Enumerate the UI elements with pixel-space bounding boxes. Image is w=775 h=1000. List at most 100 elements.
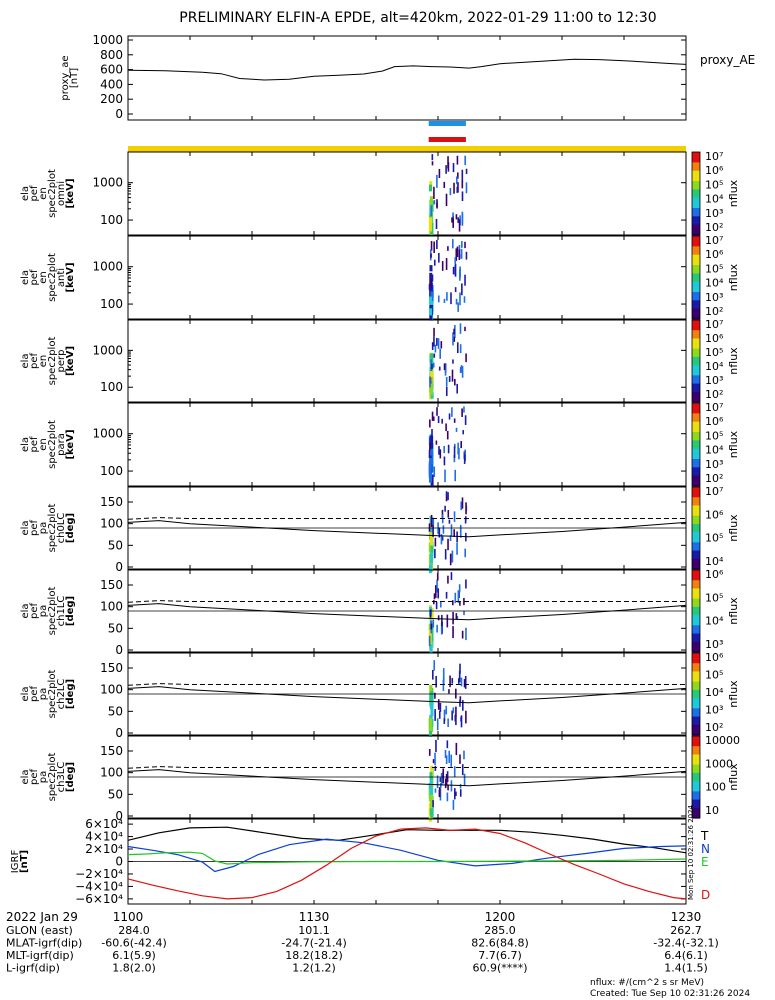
y-tick-label: 600	[100, 63, 123, 77]
flux-cell	[439, 788, 442, 801]
y-axis-label: pef	[29, 353, 40, 370]
colorbar-band	[692, 592, 700, 596]
colorbar-band	[692, 649, 700, 653]
colorbar-band	[692, 552, 700, 556]
y-axis-label: proxy_ae	[60, 55, 71, 100]
flux-cell	[463, 454, 466, 464]
flux-cell	[460, 715, 463, 728]
colorbar-band	[692, 764, 700, 768]
colorbar-band	[692, 521, 700, 525]
colorbar-band	[692, 608, 700, 612]
flux-cell	[458, 245, 461, 254]
flux-cell	[441, 536, 444, 541]
colorbar-band	[692, 805, 700, 809]
flux-cell	[465, 182, 468, 194]
flux-cell	[459, 269, 461, 281]
flux-cell	[445, 773, 448, 786]
colorbar-band	[692, 667, 700, 670]
flux-cell	[436, 199, 438, 208]
flux-cell	[447, 510, 450, 518]
flux-cell	[441, 418, 443, 424]
colorbar-band	[692, 312, 700, 316]
colorbar-band	[692, 271, 700, 274]
colorbar-band	[692, 596, 700, 600]
colorbar-band	[692, 363, 700, 366]
flux-cell	[430, 460, 432, 469]
flux-cell	[455, 427, 458, 432]
colorbar-band	[692, 584, 700, 587]
y-axis-label: [deg]	[65, 679, 76, 709]
colorbar-band	[692, 643, 700, 647]
flux-cell	[461, 630, 464, 639]
flux-cell	[434, 765, 437, 771]
y-tick-label: 1000	[92, 260, 123, 274]
colorbar-tick-label: 10⁴	[705, 615, 724, 628]
colorbar-band	[692, 673, 700, 677]
flux-cell	[462, 700, 464, 711]
y-axis-label: pa	[38, 522, 49, 534]
flux-cell	[456, 615, 459, 621]
colorbar-band	[692, 546, 700, 550]
colorbar-band	[692, 294, 700, 297]
flux-cell	[461, 211, 464, 225]
flux-cell	[429, 685, 433, 692]
colorbar-band	[692, 515, 700, 519]
colorbar-tick-label: 10⁶	[705, 248, 724, 261]
side-stamp: Mon Sep 10 02:31:26 2024	[687, 804, 695, 900]
y-axis-label: ch2LC	[56, 679, 67, 710]
colorbar-band	[692, 158, 700, 161]
colorbar-band	[692, 208, 700, 211]
flux-cell	[452, 266, 455, 275]
colorbar-tick-label: 10⁶	[705, 332, 724, 345]
y-axis-label: [keV]	[65, 346, 76, 376]
colorbar-band	[692, 174, 700, 178]
y-axis-label: spec2plot	[47, 753, 58, 802]
flux-cell	[431, 363, 433, 370]
colorbar-band	[692, 685, 700, 689]
colorbar-label: nflux	[727, 763, 740, 791]
colorbar-band	[692, 677, 700, 681]
y-axis-label: pa	[38, 771, 49, 783]
flux-cell	[463, 406, 465, 413]
flux-cell	[454, 263, 457, 277]
colorbar-band	[692, 536, 700, 539]
colorbar-band	[692, 572, 700, 575]
colorbar-band	[692, 517, 700, 521]
colorbar-band	[692, 479, 700, 483]
colorbar-band	[692, 356, 700, 360]
flux-cell	[438, 710, 441, 719]
flux-cell	[435, 675, 437, 688]
flux-cell	[444, 749, 447, 759]
flux-cell	[446, 740, 449, 749]
colorbar-band	[692, 162, 700, 166]
colorbar-band	[692, 423, 700, 427]
y-tick-label: 0	[115, 726, 123, 740]
panel-frame	[127, 402, 687, 487]
colorbar-band	[692, 803, 700, 807]
colorbar-tick-label: 10⁵	[705, 591, 723, 604]
colorbar-band	[692, 710, 700, 714]
y-tick-label: 200	[100, 92, 123, 106]
units-note: nflux: #/(cm^2 s sr MeV)	[590, 978, 704, 988]
colorbar-tick-label: 10⁵	[705, 669, 723, 682]
flux-cell	[433, 600, 435, 605]
flux-cell	[442, 668, 445, 681]
colorbar-band	[692, 661, 700, 664]
colorbar-band	[692, 399, 700, 403]
ephemeris-value: 262.7	[670, 924, 702, 937]
flux-cell	[436, 573, 439, 581]
flux-cell	[428, 217, 432, 232]
flux-cell	[457, 217, 459, 224]
colorbar-frame	[691, 735, 701, 819]
colorbar-band	[692, 395, 700, 399]
y-axis-label: IGRF	[10, 850, 21, 874]
flux-cell	[459, 524, 462, 538]
colorbar-band	[692, 793, 700, 797]
colorbar-band	[692, 681, 700, 685]
flux-cell	[429, 199, 433, 210]
flux-cell	[433, 593, 436, 600]
y-tick-label: 400	[100, 77, 123, 91]
flux-cell	[433, 466, 436, 477]
colorbar-band	[692, 564, 700, 568]
flux-cell	[434, 788, 437, 793]
